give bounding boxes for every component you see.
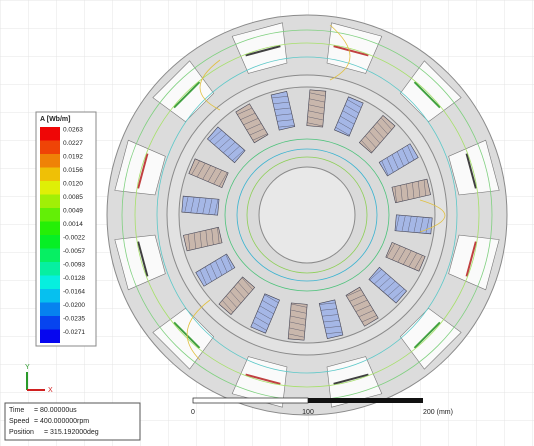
magnet: [395, 215, 432, 234]
axis-y-label: Y: [25, 364, 30, 371]
legend-label: 0.0049: [63, 208, 83, 215]
legend-swatch: [40, 195, 60, 209]
legend-swatch: [40, 181, 60, 195]
legend-swatch: [40, 235, 60, 249]
info-label: Position: [9, 429, 34, 436]
legend-swatch: [40, 141, 60, 155]
legend-swatch: [40, 168, 60, 182]
legend-label: 0.0192: [63, 154, 83, 161]
scale-label: 200 (mm): [423, 409, 453, 416]
axis-x-label: X: [48, 387, 53, 394]
magnet-block: [288, 303, 307, 340]
info-label: Time: [9, 407, 24, 414]
magnet: [307, 90, 326, 127]
info-value: = 80.00000us: [34, 407, 77, 414]
legend-swatch: [40, 262, 60, 276]
scale-label: 100: [302, 409, 314, 416]
legend-swatch: [40, 154, 60, 168]
legend-swatch: [40, 127, 60, 141]
legend-swatch: [40, 330, 60, 344]
legend-label: -0.0164: [63, 289, 85, 296]
legend-label: -0.0235: [63, 316, 85, 323]
legend-label: -0.0271: [63, 329, 85, 336]
legend-swatch: [40, 208, 60, 222]
legend-swatch: [40, 249, 60, 263]
info-value: = 315.192000deg: [44, 429, 99, 436]
legend-label: 0.0156: [63, 167, 83, 174]
legend-label: -0.0128: [63, 275, 85, 282]
viewport: A [Wb/m] 0.0263 0.0227 0.0192 0.0156 0.0120 0…: [0, 0, 534, 446]
legend-label: 0.0120: [63, 181, 83, 188]
legend: A [Wb/m] 0.0263 0.0227 0.0192 0.0156 0.0120 0…: [36, 112, 96, 346]
info-value: = 400.000000rpm: [34, 418, 89, 425]
legend-swatch: [40, 276, 60, 290]
magnet-block: [307, 90, 326, 127]
legend-swatch: [40, 303, 60, 317]
legend-label: 0.0085: [63, 194, 83, 201]
legend-label: 0.0014: [63, 221, 83, 228]
legend-label: -0.0022: [63, 235, 85, 242]
shaft: [259, 167, 355, 263]
legend-label: 0.0263: [63, 127, 83, 134]
legend-swatch: [40, 289, 60, 303]
magnet: [182, 196, 219, 215]
legend-swatch: [40, 222, 60, 236]
legend-label: -0.0093: [63, 262, 85, 269]
legend-label: -0.0057: [63, 248, 85, 255]
scale-label: 0: [191, 409, 195, 416]
info-label: Speed: [9, 418, 29, 425]
legend-title: A [Wb/m]: [40, 116, 70, 123]
motor-geometry: [107, 15, 507, 415]
legend-label: -0.0200: [63, 302, 85, 309]
legend-label: 0.0227: [63, 140, 83, 147]
legend-swatch: [40, 316, 60, 330]
magnet: [288, 303, 307, 340]
magnet-block: [395, 215, 432, 234]
info-box: Time = 80.00000us Speed = 400.000000rpmPosi…: [5, 403, 140, 440]
magnet-block: [182, 196, 219, 215]
